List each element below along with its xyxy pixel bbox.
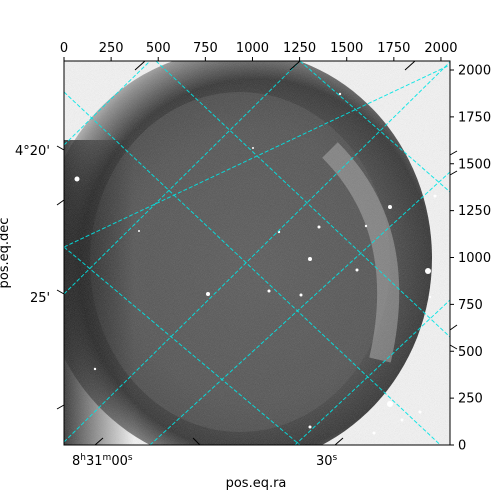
world-tick-mark bbox=[449, 170, 458, 176]
grid-line bbox=[149, 171, 450, 445]
grid-line bbox=[155, 61, 450, 338]
dec-tick-label: 4°20' bbox=[15, 144, 50, 159]
y-tick-label: 1000 bbox=[458, 251, 491, 266]
star bbox=[317, 225, 321, 229]
world-tick-mark bbox=[404, 60, 416, 71]
world-tick-mark bbox=[56, 404, 65, 410]
star bbox=[400, 418, 404, 422]
world-tick-mark bbox=[449, 324, 458, 331]
top-x-axis: 0 250 500 750 1000 1250 1500 1750 2000 bbox=[60, 41, 458, 61]
grid-line bbox=[294, 299, 450, 445]
star bbox=[93, 367, 97, 371]
star bbox=[364, 224, 368, 228]
y-tick-label: 1500 bbox=[458, 157, 491, 172]
sky-image bbox=[64, 61, 450, 445]
star bbox=[338, 92, 342, 96]
star bbox=[425, 268, 431, 274]
x-tick-label: 1500 bbox=[330, 41, 363, 56]
right-y-axis: 0 250 500 750 1000 1250 1500 1750 2000 bbox=[450, 64, 491, 454]
star bbox=[387, 401, 393, 407]
star bbox=[267, 289, 271, 293]
world-tick-mark bbox=[134, 60, 146, 71]
x-axis-label: pos.eq.ra bbox=[226, 476, 287, 491]
world-tick-mark bbox=[192, 437, 201, 446]
world-tick-mark bbox=[56, 199, 65, 206]
star bbox=[428, 295, 432, 299]
star bbox=[74, 176, 80, 182]
grid-line bbox=[64, 246, 301, 445]
star bbox=[308, 257, 312, 261]
star bbox=[372, 431, 376, 435]
star bbox=[433, 194, 437, 198]
world-tick-mark bbox=[56, 145, 65, 151]
world-tick-marks bbox=[56, 60, 458, 446]
x-tick-label: 1750 bbox=[377, 41, 410, 56]
world-tick-mark bbox=[449, 150, 458, 156]
star bbox=[355, 268, 359, 272]
grid-line bbox=[299, 61, 450, 193]
grid-line bbox=[64, 61, 450, 443]
y-tick-label: 1750 bbox=[458, 110, 491, 125]
y-tick-label: 500 bbox=[458, 345, 483, 360]
x-tick-label: 750 bbox=[193, 41, 218, 56]
star bbox=[299, 293, 303, 297]
grid-line bbox=[64, 61, 301, 295]
star bbox=[388, 205, 392, 209]
stars bbox=[74, 92, 437, 435]
grid-line bbox=[64, 61, 151, 146]
star bbox=[418, 410, 422, 414]
y-axis-label: pos.eq.dec bbox=[0, 218, 12, 289]
x-tick-label: 2000 bbox=[424, 41, 457, 56]
world-tick-mark bbox=[56, 289, 65, 295]
world-tick-mark bbox=[334, 437, 344, 446]
x-tick-label: 1000 bbox=[236, 41, 269, 56]
star bbox=[252, 147, 254, 149]
y-tick-label: 0 bbox=[458, 439, 466, 454]
grid-line bbox=[64, 91, 442, 445]
world-tick-mark bbox=[94, 437, 104, 446]
dec-tick-label: 25' bbox=[30, 291, 50, 306]
star bbox=[138, 230, 140, 232]
y-tick-label: 250 bbox=[458, 392, 483, 407]
star bbox=[308, 425, 312, 429]
x-tick-label: 500 bbox=[146, 41, 171, 56]
y-tick-label: 1250 bbox=[458, 204, 491, 219]
world-tick-mark bbox=[289, 60, 301, 71]
x-tick-label: 0 bbox=[60, 41, 68, 56]
star bbox=[206, 292, 210, 296]
y-tick-label: 2000 bbox=[458, 64, 491, 79]
world-tick-mark bbox=[449, 344, 458, 350]
x-tick-label: 250 bbox=[99, 41, 124, 56]
coordinate-grid bbox=[64, 61, 450, 445]
y-tick-label: 750 bbox=[458, 298, 483, 313]
x-tick-label: 1250 bbox=[283, 41, 316, 56]
ra-tick-label: 30s bbox=[316, 453, 338, 469]
plot-frame bbox=[63, 60, 451, 446]
ra-tick-label: 8h31m00s bbox=[72, 453, 133, 469]
